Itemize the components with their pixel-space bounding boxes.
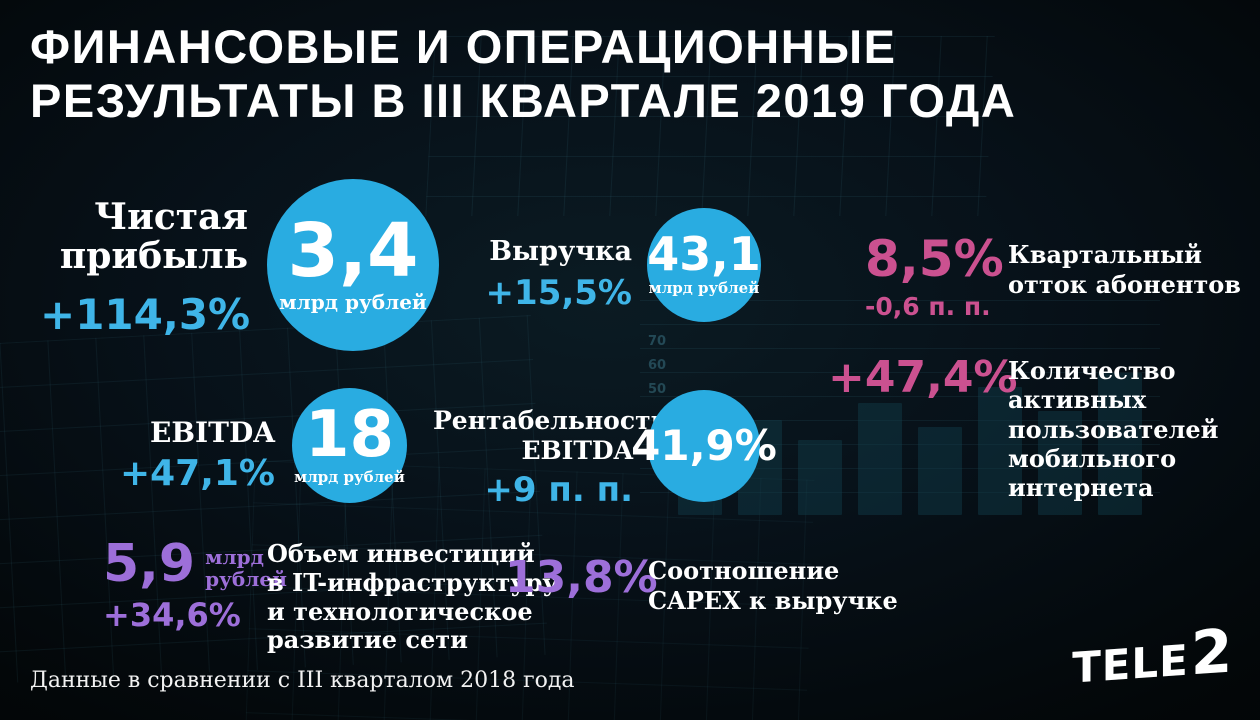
investments-change: +34,6%	[103, 596, 241, 634]
tele2-logo-text: TELE	[1072, 635, 1190, 693]
churn-change: -0,6 п. п.	[865, 292, 991, 321]
ebitda-circle: 18 млрд рублей	[292, 388, 407, 503]
revenue-labels: Выручка +15,5%	[432, 236, 632, 313]
background-axis-label: 70	[648, 334, 667, 349]
mobile-internet-users-change: +47,4%	[828, 352, 1018, 403]
ebitda-label: EBITDA	[150, 416, 275, 449]
investments-stat: 5,9 млрд рублей +34,6%	[103, 534, 287, 634]
background-axis-label: 50	[648, 382, 667, 397]
revenue-circle: 43,1 млрд рублей	[647, 208, 761, 322]
investments-unit: млрд рублей	[205, 545, 287, 591]
ebitda-margin-change: +9 п. п.	[484, 470, 633, 510]
investments-label: Объем инвестиций в IT-инфраструктуру и т…	[267, 539, 558, 655]
ebitda-value: 18	[304, 398, 395, 473]
revenue-change: +15,5%	[485, 273, 632, 313]
net-profit-labels: Чистая прибыль +114,3%	[40, 196, 251, 339]
comparison-note: Данные в сравнении с III кварталом 2018 …	[30, 668, 575, 693]
churn-label: Квартальный отток абонентов	[1008, 240, 1241, 299]
churn-stat: 8,5% -0,6 п. п.	[865, 234, 1004, 321]
background-axis-label: 60	[648, 358, 667, 373]
page-title-line1: ФИНАНСОВЫЕ И ОПЕРАЦИОННЫЕ	[30, 20, 897, 73]
ebitda-margin-labels: Рентабельность EBITDA +9 п. п.	[433, 406, 668, 510]
mobile-internet-users-label: Количество активных пользователей мобиль…	[1008, 356, 1219, 503]
investments-value-row: 5,9 млрд рублей	[103, 534, 287, 594]
background-axis-labels: 70 60 50	[648, 330, 666, 402]
capex-ratio-value: 13,8%	[505, 552, 658, 603]
revenue-value: 43,1	[647, 226, 761, 281]
tele2-logo-digit: 2	[1191, 616, 1234, 690]
ebitda-margin-value: 41,9%	[631, 421, 777, 471]
revenue-label: Выручка	[489, 236, 632, 267]
background-bar	[858, 403, 902, 515]
ebitda-change: +47,1%	[119, 453, 275, 494]
tele2-logo: TELE 2	[1072, 616, 1234, 693]
page-title: ФИНАНСОВЫЕ И ОПЕРАЦИОННЫЕ РЕЗУЛЬТАТЫ В I…	[30, 20, 1016, 127]
churn-value: 8,5%	[865, 230, 1004, 288]
ebitda-margin-label: Рентабельность EBITDA	[433, 406, 668, 465]
ebitda-margin-circle: 41,9%	[631, 390, 777, 502]
background-bar	[798, 440, 842, 515]
net-profit-value: 3,4	[287, 207, 419, 294]
net-profit-label: Чистая прибыль	[59, 196, 248, 277]
ebitda-unit: млрд рублей	[294, 467, 405, 486]
capex-ratio-label: Соотношение CAPEX к выручке	[648, 556, 898, 615]
page-title-line2: РЕЗУЛЬТАТЫ В III КВАРТАЛЕ 2019 ГОДА	[30, 73, 1017, 127]
background-bar	[918, 427, 962, 515]
net-profit-circle: 3,4 млрд рублей	[267, 179, 439, 351]
net-profit-unit: млрд рублей	[279, 290, 427, 315]
ebitda-labels: EBITDA +47,1%	[75, 416, 275, 494]
investments-value: 5,9	[103, 534, 196, 594]
revenue-unit: млрд рублей	[648, 279, 760, 298]
net-profit-change: +114,3%	[40, 289, 251, 339]
